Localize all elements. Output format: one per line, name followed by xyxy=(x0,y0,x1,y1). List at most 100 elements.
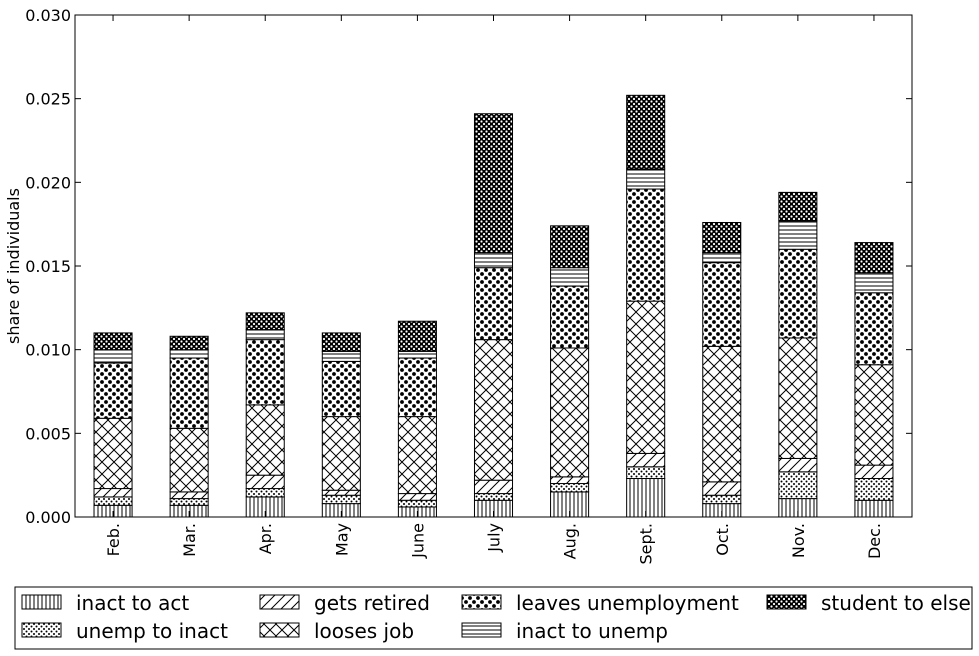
bar-segment-inact-to-unemp-oct xyxy=(702,252,742,264)
bar-segment-inact-to-unemp-june xyxy=(397,350,437,359)
bar-segment-unemp-to-inact-dec xyxy=(854,478,894,501)
bar-segment-looses-job-feb xyxy=(93,417,133,490)
bar-segment-student-to-else-may xyxy=(321,332,361,352)
legend-swatch-unemp-to-inact xyxy=(21,622,62,638)
bar-segment-unemp-to-inact-july xyxy=(473,493,514,501)
bar-segment-inact-to-unemp-july xyxy=(473,252,514,269)
legend-swatch-inact-to-act xyxy=(21,594,62,610)
legend-label-student-to-else: student to else xyxy=(821,591,971,615)
bar-segment-inact-to-unemp-sept xyxy=(626,168,666,190)
bar-segment-gets-retired-aug xyxy=(550,476,590,485)
bar-segment-leaves-unemployment-nov xyxy=(778,248,818,339)
x-tick-label: Aug. xyxy=(561,523,580,559)
legend-label-gets-retired: gets retired xyxy=(314,591,430,615)
bar-segment-inact-to-unemp-aug xyxy=(550,267,590,287)
bar-segment-leaves-unemployment-oct xyxy=(702,262,742,347)
legend-swatch-leaves-unemployment xyxy=(461,594,502,610)
bar-segment-inact-to-unemp-may xyxy=(321,350,361,362)
bar-segment-gets-retired-dec xyxy=(854,464,894,480)
x-tick-label: Apr. xyxy=(256,523,275,554)
y-tick-label: 0.020 xyxy=(25,173,71,192)
bar-segment-gets-retired-june xyxy=(397,493,437,501)
bar-segment-student-to-else-july xyxy=(473,113,514,254)
bar-segment-leaves-unemployment-aug xyxy=(550,285,590,349)
x-tick-label: Mar. xyxy=(180,523,199,557)
y-tick-label: 0.000 xyxy=(25,508,71,527)
bar-segment-looses-job-sept xyxy=(626,300,666,454)
bar-segment-unemp-to-inact-apr xyxy=(245,488,285,498)
x-tick-label: Sept. xyxy=(637,523,656,565)
bar-segment-looses-job-june xyxy=(397,416,437,495)
bar-segment-student-to-else-nov xyxy=(778,191,818,222)
bar-segment-leaves-unemployment-feb xyxy=(93,362,133,419)
bar-segment-student-to-else-june xyxy=(397,320,437,352)
bar-segment-unemp-to-inact-oct xyxy=(702,494,742,505)
bar-segment-gets-retired-may xyxy=(321,489,361,496)
bar-segment-looses-job-nov xyxy=(778,337,818,459)
bars-layer xyxy=(93,94,894,518)
bar-segment-unemp-to-inact-nov xyxy=(778,471,818,500)
legend-swatch-looses-job xyxy=(259,622,300,638)
x-tick-label: July xyxy=(485,523,504,553)
axes-layer: 0.000 0.005 0.010 0.015 0.020 0.025 0.030 Feb. M… xyxy=(25,6,913,565)
bar-segment-looses-job-dec xyxy=(854,364,894,466)
bar-segment-student-to-else-apr xyxy=(245,312,285,331)
legend-label-looses-job: looses job xyxy=(314,619,414,643)
bar-segment-unemp-to-inact-aug xyxy=(550,483,590,493)
bar-segment-gets-retired-july xyxy=(473,479,514,495)
x-tick-label: Nov. xyxy=(789,523,808,558)
bar-segment-looses-job-oct xyxy=(702,345,742,483)
bar-segment-leaves-unemployment-apr xyxy=(245,339,285,406)
x-tick-label: Feb. xyxy=(104,523,123,556)
y-axis-label: share of individuals xyxy=(4,188,23,344)
x-tick-label: June xyxy=(408,523,427,559)
bar-segment-student-to-else-dec xyxy=(854,242,894,274)
bar-segment-leaves-unemployment-july xyxy=(473,267,514,341)
bar-segment-gets-retired-nov xyxy=(778,457,818,473)
bar-segment-leaves-unemployment-sept xyxy=(626,188,666,302)
bar-segment-looses-job-july xyxy=(473,339,514,481)
bar-segment-leaves-unemployment-may xyxy=(321,360,361,418)
legend-swatch-student-to-else xyxy=(766,594,807,610)
y-tick-label: 0.015 xyxy=(25,257,71,276)
bar-segment-inact-to-unemp-nov xyxy=(778,220,818,250)
bar-segment-looses-job-apr xyxy=(245,404,285,476)
bar-segment-inact-to-unemp-feb xyxy=(93,349,133,364)
bar-segment-looses-job-mar xyxy=(169,427,209,493)
bar-segment-student-to-else-feb xyxy=(93,332,133,351)
bar-segment-leaves-unemployment-mar xyxy=(169,357,209,429)
bar-segment-unemp-to-inact-june xyxy=(397,499,437,508)
bar-segment-inact-to-unemp-dec xyxy=(854,272,894,294)
legend-label-inact-to-act: inact to act xyxy=(76,591,189,615)
y-tick-label: 0.030 xyxy=(25,6,71,25)
bar-segment-student-to-else-mar xyxy=(169,335,209,351)
bar-segment-unemp-to-inact-feb xyxy=(93,496,133,506)
bar-segment-looses-job-aug xyxy=(550,347,590,478)
legend-label-leaves-unemployment: leaves unemployment xyxy=(516,591,739,615)
x-tick-label: Oct. xyxy=(713,523,732,556)
legend-swatch-gets-retired xyxy=(259,594,300,610)
legend-label-unemp-to-inact: unemp to inact xyxy=(76,619,228,643)
bar-segment-inact-to-unemp-mar xyxy=(169,349,209,359)
bar-segment-gets-retired-oct xyxy=(702,481,742,496)
x-tick-label: May xyxy=(332,523,351,556)
legend-label-inact-to-unemp: inact to unemp xyxy=(516,619,668,643)
legend: inact to act unemp to inact gets retired lo… xyxy=(14,586,973,650)
bar-segment-leaves-unemployment-june xyxy=(397,357,437,418)
bar-segment-inact-to-act-sept xyxy=(626,478,666,518)
bar-segment-student-to-else-oct xyxy=(702,221,742,254)
bar-segment-student-to-else-aug xyxy=(550,225,590,269)
bar-segment-leaves-unemployment-dec xyxy=(854,292,894,366)
x-tick-label: Dec. xyxy=(865,523,884,559)
bar-segment-unemp-to-inact-sept xyxy=(626,466,666,480)
y-tick-label: 0.010 xyxy=(25,341,71,360)
y-tick-label: 0.005 xyxy=(25,424,71,443)
bar-segment-unemp-to-inact-mar xyxy=(169,498,209,506)
bar-segment-gets-retired-feb xyxy=(93,488,133,498)
bar-segment-looses-job-may xyxy=(321,416,361,491)
bar-segment-gets-retired-apr xyxy=(245,474,285,490)
bar-segment-gets-retired-mar xyxy=(169,491,209,500)
bar-segment-gets-retired-sept xyxy=(626,452,666,468)
y-tick-label: 0.025 xyxy=(25,90,71,109)
